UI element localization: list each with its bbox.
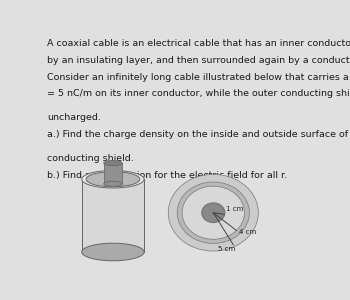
Ellipse shape bbox=[104, 160, 122, 166]
Text: 1 cm: 1 cm bbox=[226, 206, 243, 212]
Text: 5 cm: 5 cm bbox=[218, 246, 236, 252]
Ellipse shape bbox=[82, 243, 144, 261]
Text: by an insulating layer, and then surrounded again by a conducting shield.: by an insulating layer, and then surroun… bbox=[47, 56, 350, 65]
Ellipse shape bbox=[86, 172, 140, 187]
Text: a.) Find the charge density on the inside and outside surface of the: a.) Find the charge density on the insid… bbox=[47, 130, 350, 139]
Text: uncharged.: uncharged. bbox=[47, 113, 101, 122]
Text: = 5 nC/m on its inner conductor, while the outer conducting shield in: = 5 nC/m on its inner conductor, while t… bbox=[47, 89, 350, 98]
Text: b.) Find an expression for the electric field for all r.: b.) Find an expression for the electric … bbox=[47, 171, 287, 180]
Circle shape bbox=[182, 186, 244, 239]
Ellipse shape bbox=[104, 181, 122, 186]
Circle shape bbox=[168, 174, 258, 251]
Text: 4 cm: 4 cm bbox=[239, 229, 257, 235]
Text: Consider an infinitely long cable illustrated below that carries a charge of λ₁: Consider an infinitely long cable illust… bbox=[47, 73, 350, 82]
Bar bbox=[82, 179, 144, 252]
Text: conducting shield.: conducting shield. bbox=[47, 154, 134, 163]
Text: A coaxial cable is an electrical cable that has an inner conductor surrounded: A coaxial cable is an electrical cable t… bbox=[47, 40, 350, 49]
Bar bbox=[104, 163, 122, 184]
Ellipse shape bbox=[82, 170, 144, 188]
Circle shape bbox=[177, 182, 249, 243]
Circle shape bbox=[202, 203, 225, 222]
